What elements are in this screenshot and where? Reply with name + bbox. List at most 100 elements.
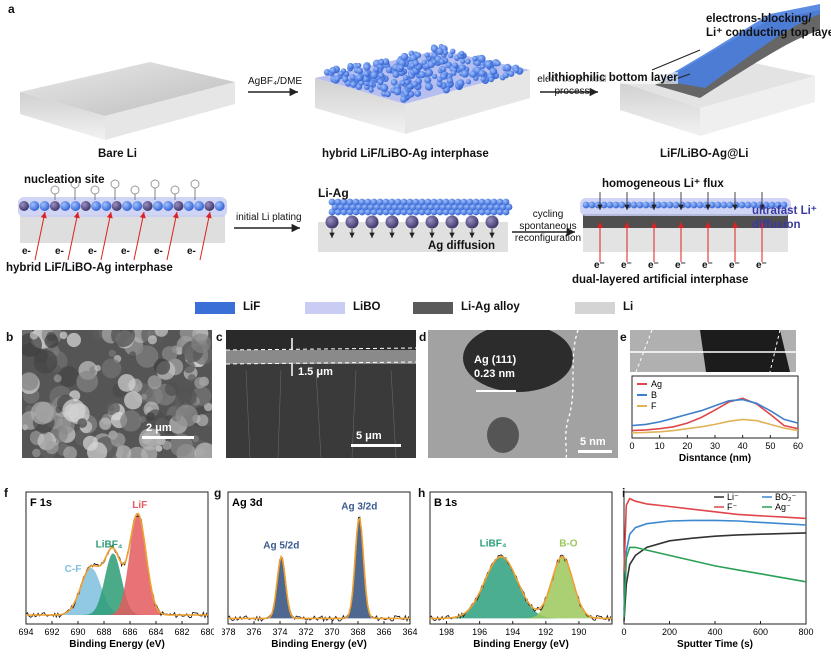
lif-particle: [370, 208, 378, 216]
lif-particle: [750, 201, 758, 209]
lif-particle: [484, 60, 493, 69]
sem-grain: [169, 433, 193, 457]
lif-particle: [427, 203, 435, 211]
interphase-particle: [122, 201, 132, 211]
lif-particle: [513, 67, 520, 73]
interphase-particle: [49, 201, 60, 211]
panel-c-label: c: [216, 330, 223, 344]
lif-particle: [424, 82, 433, 91]
interphase-particle: [173, 201, 184, 211]
lif-particle: [452, 62, 459, 69]
sem-grain: [135, 345, 159, 368]
sem-grain: [147, 375, 162, 390]
x-tick-label: 40: [738, 441, 748, 451]
sem-grain: [63, 446, 77, 458]
lif-particle: [490, 198, 498, 206]
x-tick-label: 192: [538, 627, 553, 637]
panel-h-label: h: [418, 486, 426, 500]
lif-particle: [411, 80, 419, 88]
lif-particle: [439, 203, 447, 211]
lif-particle: [377, 78, 384, 85]
cycling-line2: spontaneous: [519, 221, 577, 232]
lif-particle: [502, 208, 510, 216]
hybrid-interphase-label-2: hybrid LiF/LiBO-Ag interphase: [6, 262, 173, 274]
lif-particle: [672, 201, 680, 209]
lif-particle: [409, 203, 417, 211]
x-tick-label: 800: [798, 627, 813, 637]
scale-bar-d: [578, 450, 612, 453]
li-ag-particle: [405, 215, 419, 229]
plot-frame: [25, 491, 209, 625]
chart-g: 378 376 374 372 370 368 366 364 Binding Energy (…: [222, 491, 418, 650]
x-tick-label: 10: [655, 441, 665, 451]
cycling-line3: reconfiguration: [514, 233, 582, 244]
electron-label: e⁻: [675, 260, 686, 271]
x-tick-label: 686: [122, 627, 137, 637]
lif-particle: [436, 208, 444, 216]
panel-f-label: f: [4, 486, 8, 500]
thickness-text: 1.5 μm: [298, 366, 333, 378]
lif-particle: [469, 70, 477, 78]
lif-particle: [436, 76, 443, 83]
lif-particle: [472, 55, 478, 62]
electron-path: [67, 211, 80, 261]
lif-particle: [382, 198, 390, 206]
ag-diffusion-label: Ag diffusion: [428, 240, 496, 252]
lif-particle: [402, 75, 409, 81]
lif-particle: [388, 198, 396, 206]
lif-particle: [459, 50, 465, 56]
lif-particle: [436, 81, 443, 88]
legend-label: Li⁻: [727, 492, 739, 502]
lif-particle: [388, 208, 396, 216]
panel-g-label: g: [214, 486, 222, 500]
sem-grain: [59, 331, 68, 340]
sem-grain: [99, 417, 112, 430]
lif-particle: [463, 203, 471, 211]
lif-particle: [355, 203, 363, 211]
sem-grain: [76, 370, 99, 393]
fit-envelope: [430, 555, 612, 620]
lif-particle: [780, 201, 788, 209]
lif-particle: [363, 63, 371, 71]
lif-particle: [338, 70, 344, 77]
lif-particle: [414, 90, 422, 97]
peak-fill: [228, 556, 410, 619]
legend-swatch: [413, 302, 453, 314]
tem-image-d: Ag (111) 0.23 nm 5 nm: [428, 330, 618, 458]
hybrid-interphase-label: hybrid LiF/LiBO-Ag interphase: [322, 148, 489, 160]
sem-grain: [22, 333, 42, 357]
x-tick-label: 600: [753, 627, 768, 637]
electron-label: e⁻: [702, 260, 713, 271]
lif-particle: [502, 72, 509, 79]
lif-particle: [451, 203, 459, 211]
x-tick-label: 400: [707, 627, 722, 637]
x-tick-label: 684: [148, 627, 163, 637]
lif-particle: [392, 71, 400, 78]
lif-particle: [490, 208, 498, 216]
peak-fill: [26, 553, 208, 615]
series-line-f: [631, 418, 799, 434]
x-tick-label: 30: [710, 441, 720, 451]
lif-particle: [370, 198, 378, 206]
electron-label: e-: [121, 246, 130, 257]
li-ag-particle: [385, 215, 399, 229]
panel-a-schematic: [18, 4, 820, 262]
lif-particle: [442, 208, 450, 216]
lif-particle: [660, 201, 668, 209]
lif-particle: [454, 208, 462, 216]
chart-i: 0 200 400 600 800 Sputter Time (s) Li⁻ BO₂⁻ F⁻ Ag…: [621, 491, 814, 650]
lif-particle: [373, 66, 380, 73]
lif-particle: [606, 201, 614, 209]
sem-grain: [77, 418, 88, 428]
fit-envelope: [26, 512, 208, 616]
cycling-label: cycling spontaneous reconfiguration: [507, 209, 589, 245]
x-axis-label: Binding Energy (eV): [473, 639, 569, 650]
lif-particle: [363, 70, 370, 77]
lif-particle: [460, 58, 466, 64]
li-ag-particle: [485, 215, 499, 229]
spectrum-title: B 1s: [434, 497, 457, 509]
lif-particle: [431, 73, 438, 80]
lif-particle: [430, 208, 438, 216]
lif-particle: [433, 203, 441, 211]
lif-particle: [352, 198, 360, 206]
